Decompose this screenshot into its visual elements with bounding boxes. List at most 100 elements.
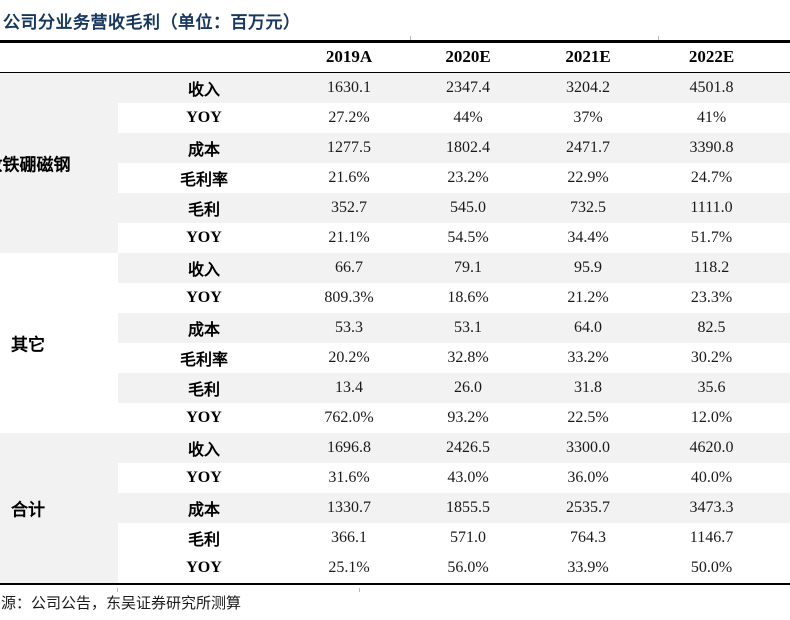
table-header-row: 2019A 2020E 2021E 2022E — [0, 43, 790, 73]
page-title: 公司分业务营收毛利（单位：百万元） — [3, 13, 301, 32]
data-source-note: 源：公司公告，东吴证券研究所测算 — [1, 596, 242, 612]
table-row: YOY 25.1% 56.0% 33.9% 50.0% — [0, 553, 790, 583]
table-top-rule — [0, 40, 790, 43]
row-label: 毛利率 — [179, 351, 228, 369]
cell-2019A: 53.3 — [290, 312, 408, 343]
row-filler — [775, 523, 790, 553]
row-filler — [775, 312, 790, 343]
grid-tick — [359, 588, 360, 592]
cell-2021E: 34.4% — [567, 228, 609, 246]
group-label-cell: 钕铁硼磁钢 — [0, 72, 118, 253]
cell-2021E: 2471.7 — [528, 132, 648, 163]
row-filler — [775, 463, 790, 493]
cell-2019A: 762.0% — [324, 408, 374, 426]
cell-2022E: 35.6 — [648, 372, 775, 403]
row-label: 收入 — [118, 432, 290, 463]
table-row: YOY 809.3% 18.6% 21.2% 23.3% — [0, 283, 790, 313]
cell-2022E: 3473.3 — [648, 492, 775, 523]
cell-2021E: 3204.2 — [528, 72, 648, 103]
row-filler — [775, 283, 790, 313]
cell-2021E: 64.0 — [528, 312, 648, 343]
row-filler — [775, 252, 790, 283]
cell-2019A: 1277.5 — [290, 132, 408, 163]
table-row: 收入 66.7 79.1 95.9 118.2 — [0, 252, 790, 283]
table-row: 收入 1696.8 2426.5 3300.0 4620.0 — [0, 432, 790, 463]
cell-2019A: 352.7 — [290, 192, 408, 223]
cell-2021E: 95.9 — [528, 252, 648, 283]
cell-2022E: 4620.0 — [648, 432, 775, 463]
cell-2019A: 1696.8 — [290, 432, 408, 463]
row-filler — [775, 223, 790, 253]
table-row: 毛利 366.1 571.0 764.3 1146.7 — [0, 523, 790, 553]
column-header-2022E: 2022E — [688, 47, 735, 66]
table-row: YOY 762.0% 93.2% 22.5% 12.0% — [0, 403, 790, 433]
cell-2021E: 3300.0 — [528, 432, 648, 463]
row-label: YOY — [186, 468, 222, 486]
cell-2021E: 31.8 — [528, 372, 648, 403]
cell-2020E: 54.5% — [447, 228, 489, 246]
cell-2019A: 25.1% — [328, 558, 370, 576]
cell-2020E: 2347.4 — [408, 72, 528, 103]
cell-2022E: 50.0% — [690, 558, 733, 576]
cell-2022E: 1111.0 — [648, 192, 775, 223]
cell-2021E: 33.9% — [567, 558, 609, 576]
cell-2021E: 2535.7 — [528, 492, 648, 523]
row-filler — [775, 163, 790, 193]
row-filler — [775, 553, 790, 583]
header-spacer — [118, 42, 290, 72]
row-label: 成本 — [118, 492, 290, 523]
column-header-2021E: 2021E — [565, 47, 611, 66]
row-filler — [775, 372, 790, 403]
table-row: 毛利 13.4 26.0 31.8 35.6 — [0, 372, 790, 403]
cell-2020E: 1855.5 — [408, 492, 528, 523]
grid-tick — [658, 36, 659, 40]
cell-2022E: 23.3% — [690, 288, 733, 306]
cell-2020E: 53.1 — [408, 312, 528, 343]
row-filler — [775, 403, 790, 433]
group-label-cell: 其它 — [0, 252, 118, 433]
group-label-cell: 合计 — [0, 432, 118, 583]
table-group-total: 合计 收入 1696.8 2426.5 3300.0 4620.0 YOY 31… — [0, 432, 790, 583]
cell-2022E: 30.2% — [690, 348, 733, 366]
table-bottom-rule — [0, 582, 790, 585]
cell-2021E: 36.0% — [567, 468, 609, 486]
cell-2022E: 82.5 — [648, 312, 775, 343]
column-header-2019A: 2019A — [325, 47, 373, 66]
row-label: YOY — [186, 228, 222, 246]
row-label: 成本 — [118, 312, 290, 343]
group-name: 钕铁硼磁钢 — [0, 155, 71, 174]
cell-2019A: 66.7 — [290, 252, 408, 283]
cell-2020E: 2426.5 — [408, 432, 528, 463]
cell-2020E: 56.0% — [447, 558, 489, 576]
table-group-ndfeb: 钕铁硼磁钢 收入 1630.1 2347.4 3204.2 4501.8 YOY… — [0, 72, 790, 253]
cell-2022E: 118.2 — [648, 252, 775, 283]
row-label: 成本 — [118, 132, 290, 163]
cell-2022E: 4501.8 — [648, 72, 775, 103]
table-row: 收入 1630.1 2347.4 3204.2 4501.8 — [0, 72, 790, 103]
cell-2021E: 37% — [573, 108, 603, 126]
cell-2020E: 23.2% — [447, 168, 489, 186]
cell-2022E: 51.7% — [690, 228, 733, 246]
row-label: 毛利率 — [179, 171, 228, 189]
row-label: 收入 — [118, 72, 290, 103]
table-row: 毛利率 21.6% 23.2% 22.9% 24.7% — [0, 163, 790, 193]
row-filler — [775, 103, 790, 133]
group-name: 其它 — [11, 335, 45, 354]
row-label: YOY — [186, 288, 222, 306]
column-header-2020E: 2020E — [445, 47, 491, 66]
cell-2022E: 41% — [696, 108, 727, 126]
cell-2022E: 40.0% — [690, 468, 733, 486]
table-row: YOY 27.2% 44% 37% 41% — [0, 103, 790, 133]
cell-2020E: 545.0 — [408, 192, 528, 223]
cell-2020E: 26.0 — [408, 372, 528, 403]
cell-2021E: 732.5 — [528, 192, 648, 223]
cell-2021E: 764.3 — [570, 528, 606, 546]
header-filler — [775, 42, 790, 72]
cell-2020E: 32.8% — [447, 348, 489, 366]
cell-2020E: 43.0% — [447, 468, 489, 486]
cell-2022E: 1146.7 — [689, 528, 734, 546]
row-filler — [775, 343, 790, 373]
table-row: 毛利 352.7 545.0 732.5 1111.0 — [0, 192, 790, 223]
cell-2020E: 93.2% — [447, 408, 489, 426]
